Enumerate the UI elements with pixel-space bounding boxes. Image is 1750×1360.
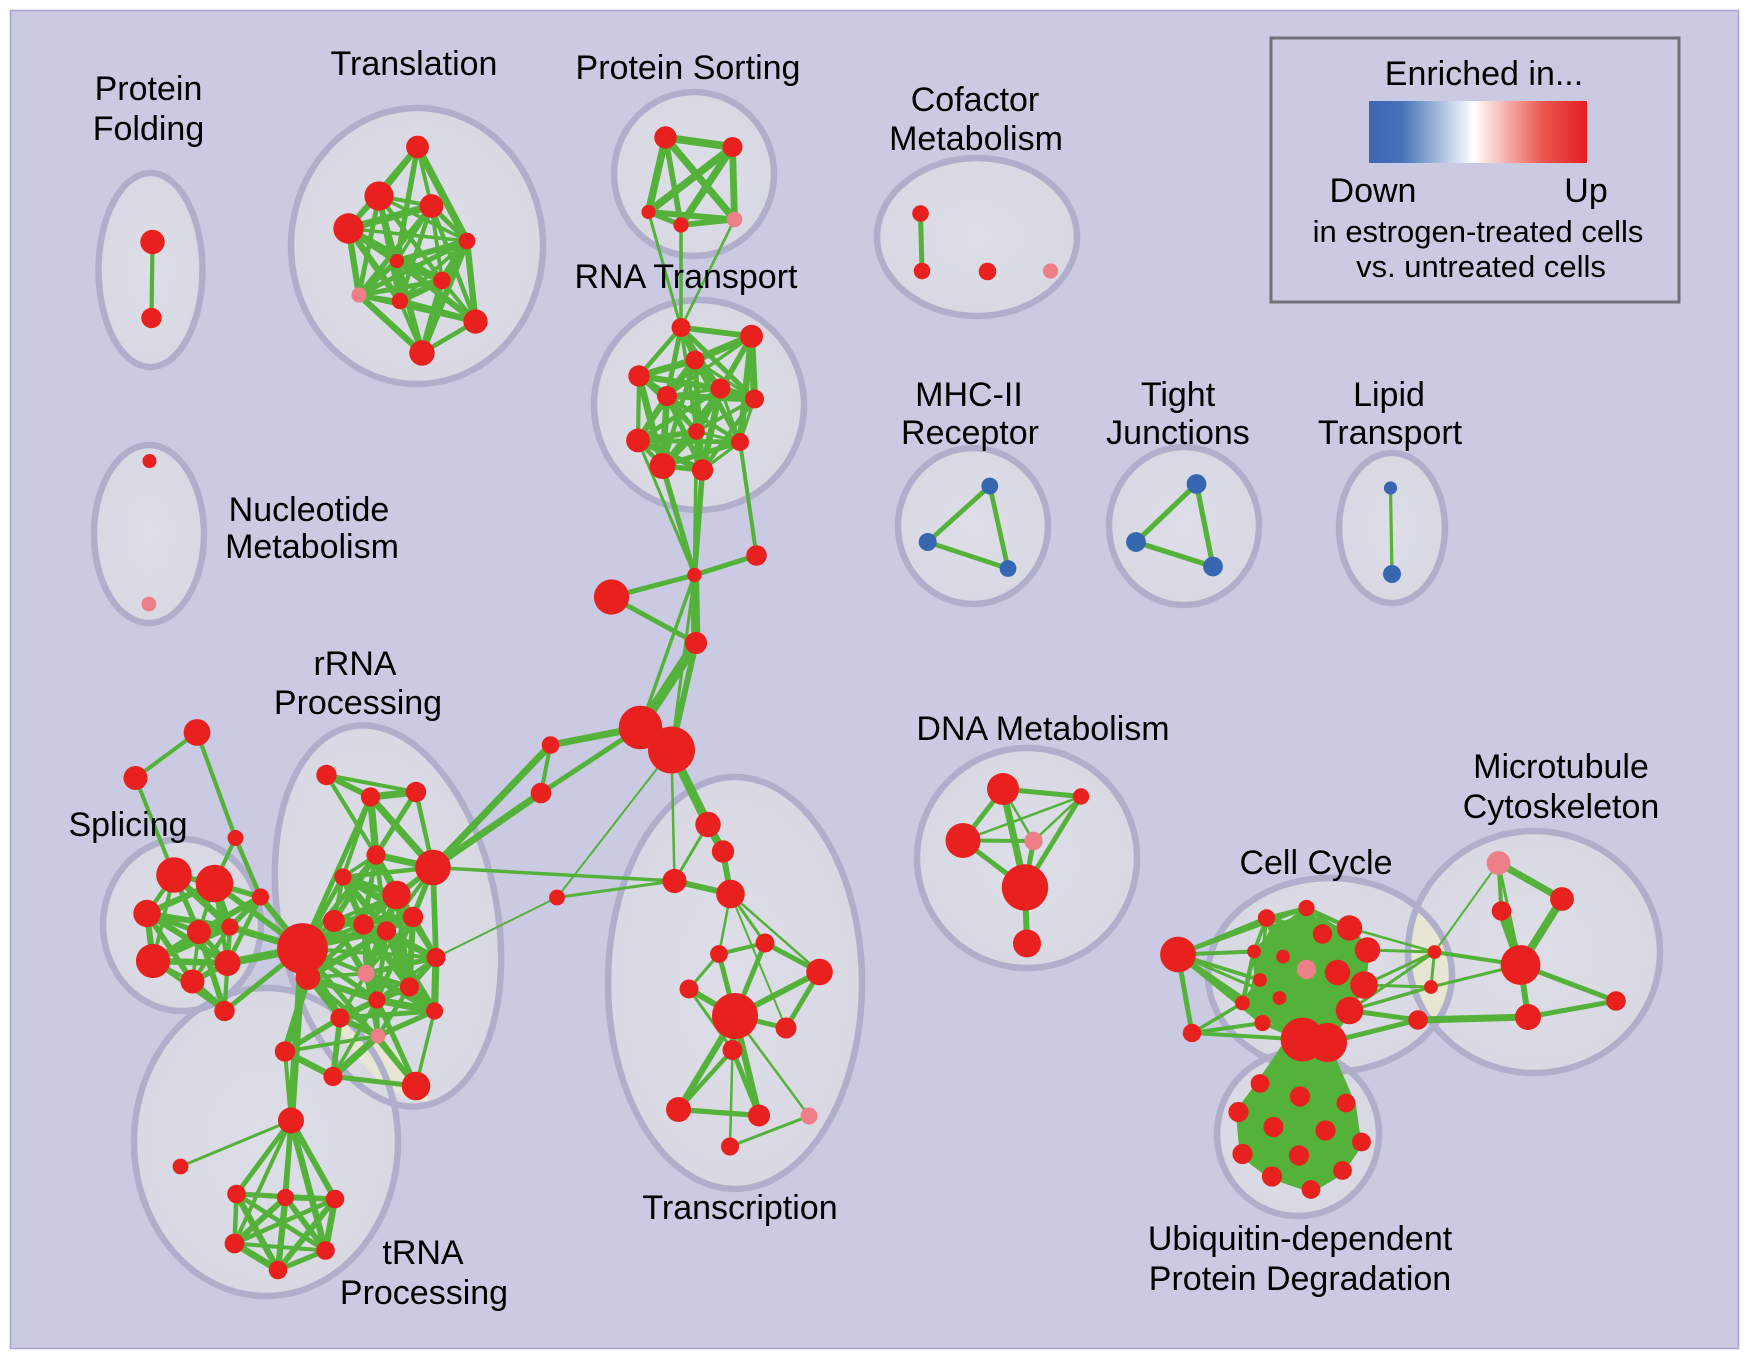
svg-text:Ubiquitin-dependent: Ubiquitin-dependent	[1148, 1220, 1453, 1258]
svg-text:Cell Cycle: Cell Cycle	[1239, 844, 1392, 882]
svg-text:Protein Degradation: Protein Degradation	[1149, 1260, 1451, 1298]
svg-text:Metabolism: Metabolism	[889, 120, 1063, 158]
svg-text:Transcription: Transcription	[642, 1189, 837, 1227]
svg-text:Junctions: Junctions	[1106, 414, 1250, 452]
svg-text:Up: Up	[1564, 172, 1607, 210]
svg-text:Protein Sorting: Protein Sorting	[576, 49, 801, 87]
svg-text:Folding: Folding	[93, 110, 205, 148]
svg-text:Transport: Transport	[1318, 414, 1463, 452]
svg-text:Receptor: Receptor	[901, 414, 1039, 452]
svg-text:Cofactor: Cofactor	[911, 81, 1040, 119]
svg-text:DNA Metabolism: DNA Metabolism	[916, 710, 1169, 748]
svg-text:Translation: Translation	[331, 45, 498, 83]
svg-text:Lipid: Lipid	[1353, 376, 1425, 414]
svg-text:Protein: Protein	[95, 70, 203, 108]
svg-text:Processing: Processing	[340, 1274, 508, 1312]
svg-text:vs. untreated cells: vs. untreated cells	[1356, 249, 1606, 284]
svg-text:Enriched in...: Enriched in...	[1385, 55, 1583, 93]
svg-text:Cytoskeleton: Cytoskeleton	[1463, 788, 1660, 826]
svg-text:MHC-II: MHC-II	[915, 376, 1023, 414]
svg-text:tRNA: tRNA	[382, 1234, 464, 1272]
svg-text:Tight: Tight	[1141, 376, 1216, 414]
svg-text:RNA Transport: RNA Transport	[575, 258, 799, 296]
svg-text:rRNA: rRNA	[313, 645, 396, 683]
svg-text:Metabolism: Metabolism	[225, 528, 399, 566]
svg-text:Splicing: Splicing	[68, 806, 187, 844]
svg-text:Processing: Processing	[274, 684, 442, 722]
svg-text:Microtubule: Microtubule	[1473, 748, 1649, 786]
svg-text:Nucleotide: Nucleotide	[229, 491, 390, 529]
svg-text:Down: Down	[1330, 172, 1417, 210]
svg-text:in estrogen-treated cells: in estrogen-treated cells	[1313, 214, 1644, 249]
